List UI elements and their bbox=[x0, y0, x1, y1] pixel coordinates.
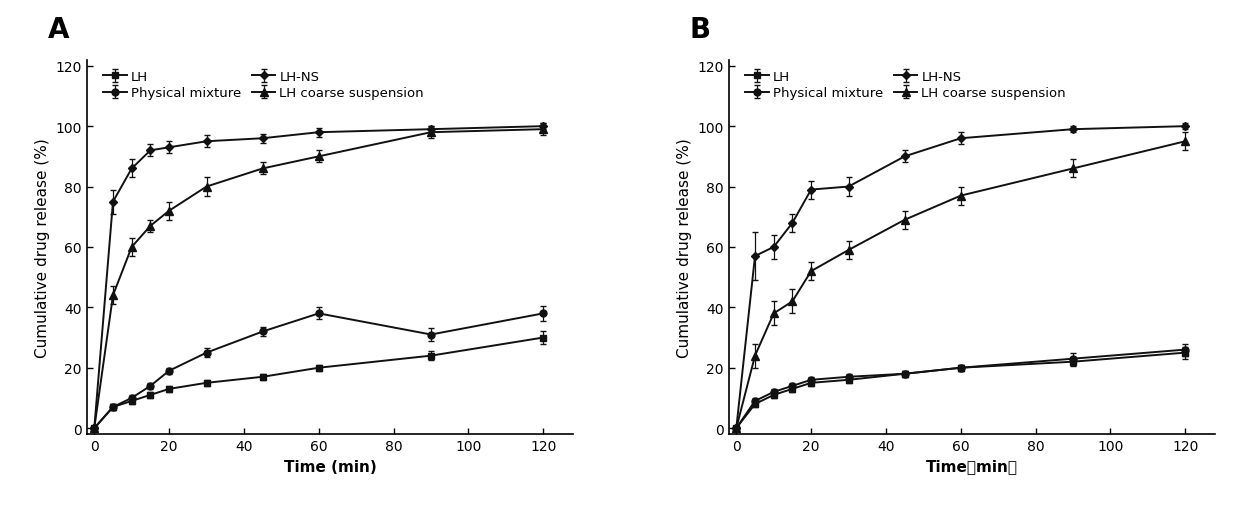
Legend: LH, Physical mixture, LH-NS, LH coarse suspension: LH, Physical mixture, LH-NS, LH coarse s… bbox=[745, 71, 1066, 100]
Y-axis label: Cumulative drug release (%): Cumulative drug release (%) bbox=[677, 138, 692, 357]
Text: B: B bbox=[689, 16, 711, 44]
X-axis label: Time（min）: Time（min） bbox=[926, 459, 1018, 474]
Text: A: A bbox=[48, 16, 69, 44]
Legend: LH, Physical mixture, LH-NS, LH coarse suspension: LH, Physical mixture, LH-NS, LH coarse s… bbox=[103, 71, 424, 100]
Y-axis label: Cumulative drug release (%): Cumulative drug release (%) bbox=[35, 138, 50, 357]
X-axis label: Time (min): Time (min) bbox=[284, 459, 377, 474]
